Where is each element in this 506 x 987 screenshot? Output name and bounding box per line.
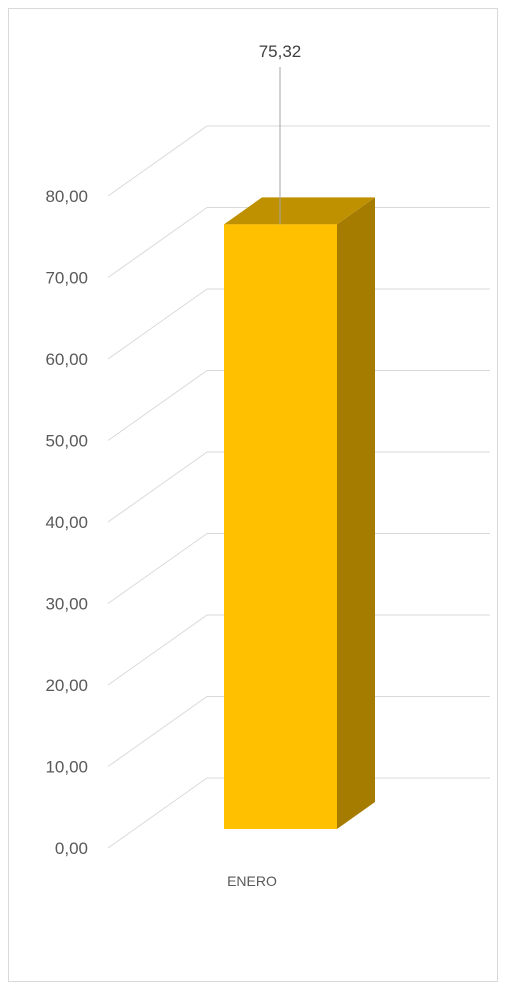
y-tick-label: 50,00 xyxy=(45,432,88,451)
gridline-diagonal xyxy=(107,288,208,360)
gridline-diagonal xyxy=(107,370,208,441)
y-tick-label: 0,00 xyxy=(55,839,88,858)
gridline-diagonal xyxy=(107,207,208,278)
bar-enero xyxy=(224,224,337,830)
y-tick-label: 80,00 xyxy=(45,187,88,206)
gridline-diagonal xyxy=(107,451,208,523)
y-tick-label: 40,00 xyxy=(45,513,88,532)
y-tick-label: 70,00 xyxy=(45,269,88,288)
gridline-diagonal xyxy=(107,696,208,767)
data-labels: 75,32 xyxy=(259,42,302,225)
bars xyxy=(224,197,375,830)
bar-side-face xyxy=(337,197,375,830)
y-axis-tick-labels: 0,00 10,00 20,00 30,00 40,00 50,00 60,00 70,00 8… xyxy=(45,187,88,858)
x-axis-category-labels: ENERO xyxy=(227,873,277,889)
gridline-diagonal xyxy=(107,777,208,849)
gridline-diagonal xyxy=(107,614,208,686)
bar-top-face xyxy=(224,197,375,225)
y-tick-label: 30,00 xyxy=(45,595,88,614)
y-tick-label: 60,00 xyxy=(45,350,88,369)
y-tick-label: 20,00 xyxy=(45,676,88,695)
category-label: ENERO xyxy=(227,873,277,889)
data-label: 75,32 xyxy=(259,42,302,61)
y-tick-label: 10,00 xyxy=(45,758,88,777)
gridline-diagonal xyxy=(107,125,208,197)
gridline-diagonal xyxy=(107,533,208,604)
